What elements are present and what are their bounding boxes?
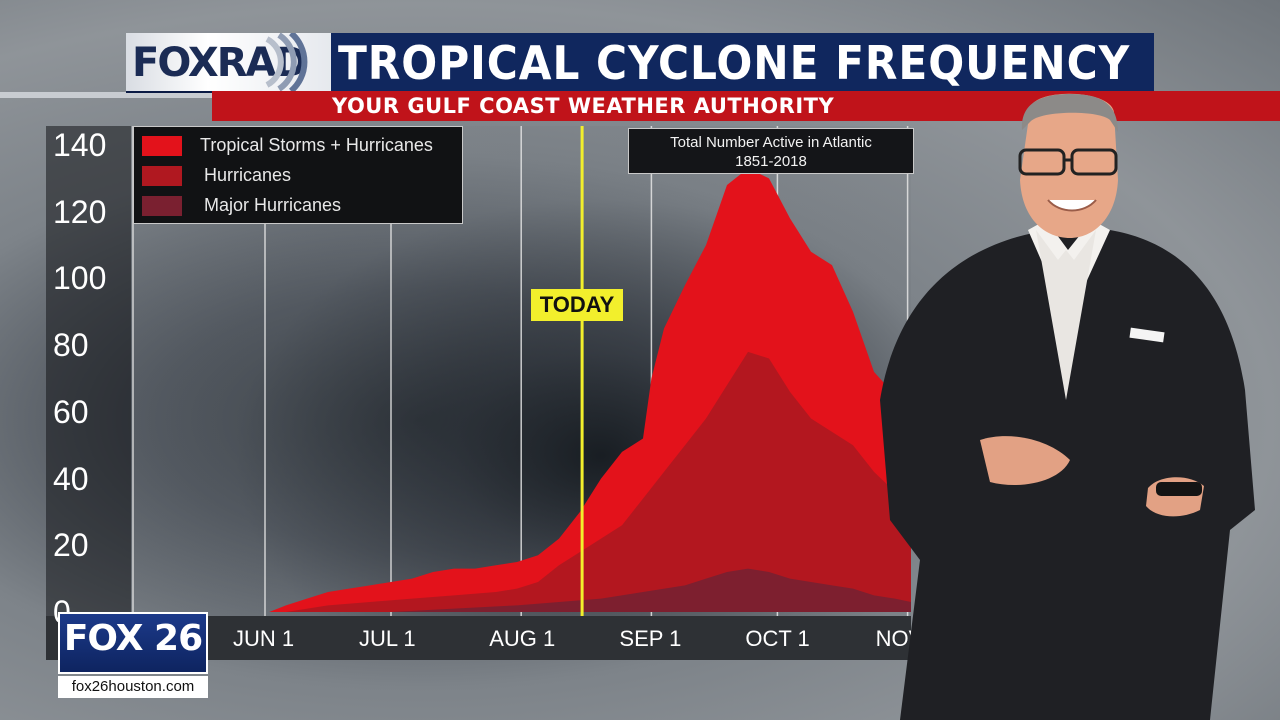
legend-swatch bbox=[142, 166, 182, 186]
chart-legend: Tropical Storms + Hurricanes Hurricanes … bbox=[133, 126, 463, 224]
x-tick-label: AUG 1 bbox=[489, 626, 556, 651]
y-tick-label: 40 bbox=[53, 460, 89, 497]
today-marker-label: TODAY bbox=[531, 289, 623, 321]
radar-rings-icon bbox=[265, 33, 308, 91]
y-tick-label: 80 bbox=[53, 327, 89, 364]
station-logo-text: FOX 26 bbox=[63, 618, 203, 659]
legend-label: Hurricanes bbox=[204, 165, 292, 185]
legend-swatch bbox=[142, 196, 182, 216]
station-logo: FOX 26 bbox=[58, 612, 208, 674]
y-tick-label: 120 bbox=[53, 193, 107, 230]
y-tick-label: 100 bbox=[53, 260, 107, 297]
chart-title-box: Total Number Active in Atlantic 1851-201… bbox=[628, 128, 914, 174]
series-area bbox=[248, 568, 911, 612]
legend-swatch bbox=[142, 136, 182, 156]
legend-label: Major Hurricanes bbox=[204, 195, 342, 215]
page-subtitle: YOUR GULF COAST WEATHER AUTHORITY bbox=[332, 94, 835, 118]
x-tick-label: JUN 1 bbox=[233, 626, 295, 651]
series-area bbox=[248, 351, 911, 612]
header-rule bbox=[0, 92, 212, 98]
page-title: TROPICAL CYCLONE FREQUENCY bbox=[338, 36, 1131, 90]
legend-label: Tropical Storms + Hurricanes bbox=[200, 135, 433, 155]
chart-title: Total Number Active in Atlantic bbox=[670, 134, 872, 151]
x-tick-label: OCT 1 bbox=[745, 626, 810, 651]
y-tick-label: 20 bbox=[53, 527, 89, 564]
x-tick-label: SEP 1 bbox=[619, 626, 682, 651]
station-bug: FOX 26 fox26houston.com bbox=[58, 612, 208, 698]
y-tick-label: 60 bbox=[53, 393, 89, 430]
chart-title-years: 1851-2018 bbox=[735, 153, 807, 170]
y-tick-label: 140 bbox=[53, 127, 107, 163]
foxrad-logo: FOXRAD bbox=[126, 33, 331, 91]
y-axis-panel bbox=[46, 126, 131, 616]
x-tick-label: JUL 1 bbox=[359, 626, 416, 651]
station-url: fox26houston.com bbox=[58, 676, 208, 698]
presenter-image bbox=[880, 93, 1255, 720]
